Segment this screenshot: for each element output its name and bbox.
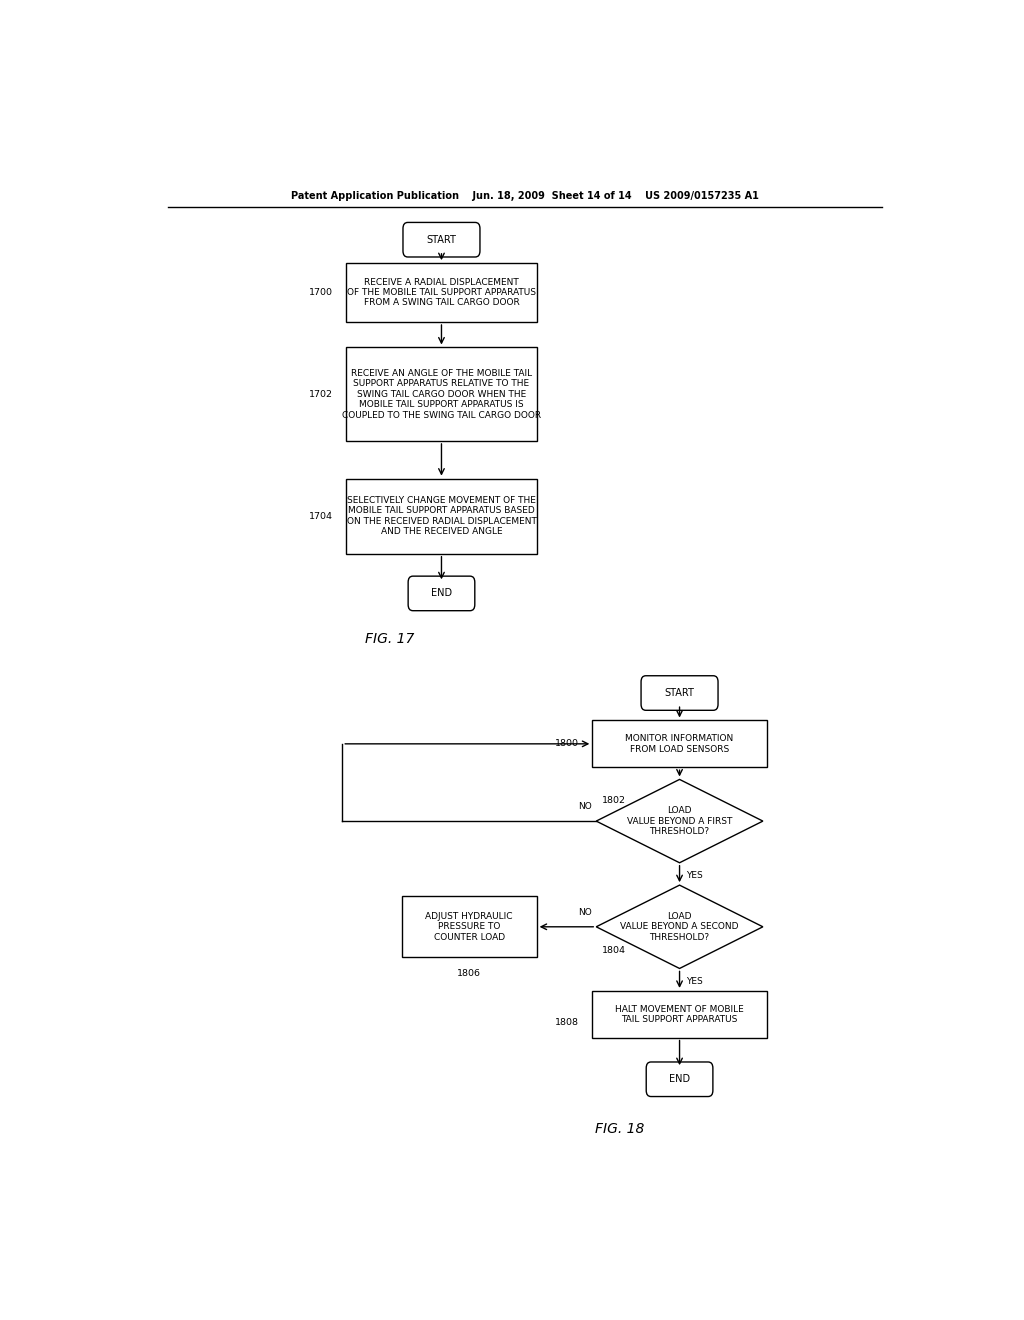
FancyBboxPatch shape [646, 1063, 713, 1097]
Text: HALT MOVEMENT OF MOBILE
TAIL SUPPORT APPARATUS: HALT MOVEMENT OF MOBILE TAIL SUPPORT APP… [615, 1005, 743, 1024]
Text: END: END [431, 589, 452, 598]
Text: RECEIVE AN ANGLE OF THE MOBILE TAIL
SUPPORT APPARATUS RELATIVE TO THE
SWING TAIL: RECEIVE AN ANGLE OF THE MOBILE TAIL SUPP… [342, 368, 541, 420]
FancyBboxPatch shape [409, 576, 475, 611]
FancyBboxPatch shape [641, 676, 718, 710]
Text: 1700: 1700 [309, 288, 333, 297]
Text: 1804: 1804 [602, 945, 626, 954]
Text: ADJUST HYDRAULIC
PRESSURE TO
COUNTER LOAD: ADJUST HYDRAULIC PRESSURE TO COUNTER LOA… [426, 912, 513, 941]
Bar [346, 479, 537, 554]
Text: 1702: 1702 [309, 389, 333, 399]
Text: FIG. 17: FIG. 17 [366, 632, 415, 645]
Bar [346, 263, 537, 322]
Text: 1704: 1704 [309, 512, 333, 520]
Text: RECEIVE A RADIAL DISPLACEMENT
OF THE MOBILE TAIL SUPPORT APPARATUS
FROM A SWING : RECEIVE A RADIAL DISPLACEMENT OF THE MOB… [347, 277, 536, 308]
Text: START: START [665, 688, 694, 698]
Text: END: END [669, 1074, 690, 1084]
Text: YES: YES [686, 871, 702, 880]
Polygon shape [596, 779, 763, 863]
Bar [401, 896, 537, 957]
Text: SELECTIVELY CHANGE MOVEMENT OF THE
MOBILE TAIL SUPPORT APPARATUS BASED
ON THE RE: SELECTIVELY CHANGE MOVEMENT OF THE MOBIL… [346, 496, 537, 536]
Text: 1800: 1800 [555, 739, 579, 748]
Text: NO: NO [579, 803, 592, 810]
Text: START: START [427, 235, 457, 244]
Text: MONITOR INFORMATION
FROM LOAD SENSORS: MONITOR INFORMATION FROM LOAD SENSORS [626, 734, 733, 754]
Bar [592, 721, 767, 767]
Text: FIG. 18: FIG. 18 [595, 1122, 645, 1137]
FancyBboxPatch shape [403, 223, 480, 257]
Text: 1808: 1808 [555, 1018, 579, 1027]
Bar [346, 347, 537, 441]
Text: YES: YES [686, 977, 702, 986]
Bar [592, 991, 767, 1038]
Text: 1806: 1806 [458, 969, 481, 978]
Text: NO: NO [579, 908, 592, 916]
Text: 1802: 1802 [602, 796, 626, 805]
Text: LOAD
VALUE BEYOND A FIRST
THRESHOLD?: LOAD VALUE BEYOND A FIRST THRESHOLD? [627, 807, 732, 836]
Polygon shape [596, 886, 763, 969]
Text: LOAD
VALUE BEYOND A SECOND
THRESHOLD?: LOAD VALUE BEYOND A SECOND THRESHOLD? [621, 912, 738, 941]
Text: Patent Application Publication    Jun. 18, 2009  Sheet 14 of 14    US 2009/01572: Patent Application Publication Jun. 18, … [291, 191, 759, 201]
